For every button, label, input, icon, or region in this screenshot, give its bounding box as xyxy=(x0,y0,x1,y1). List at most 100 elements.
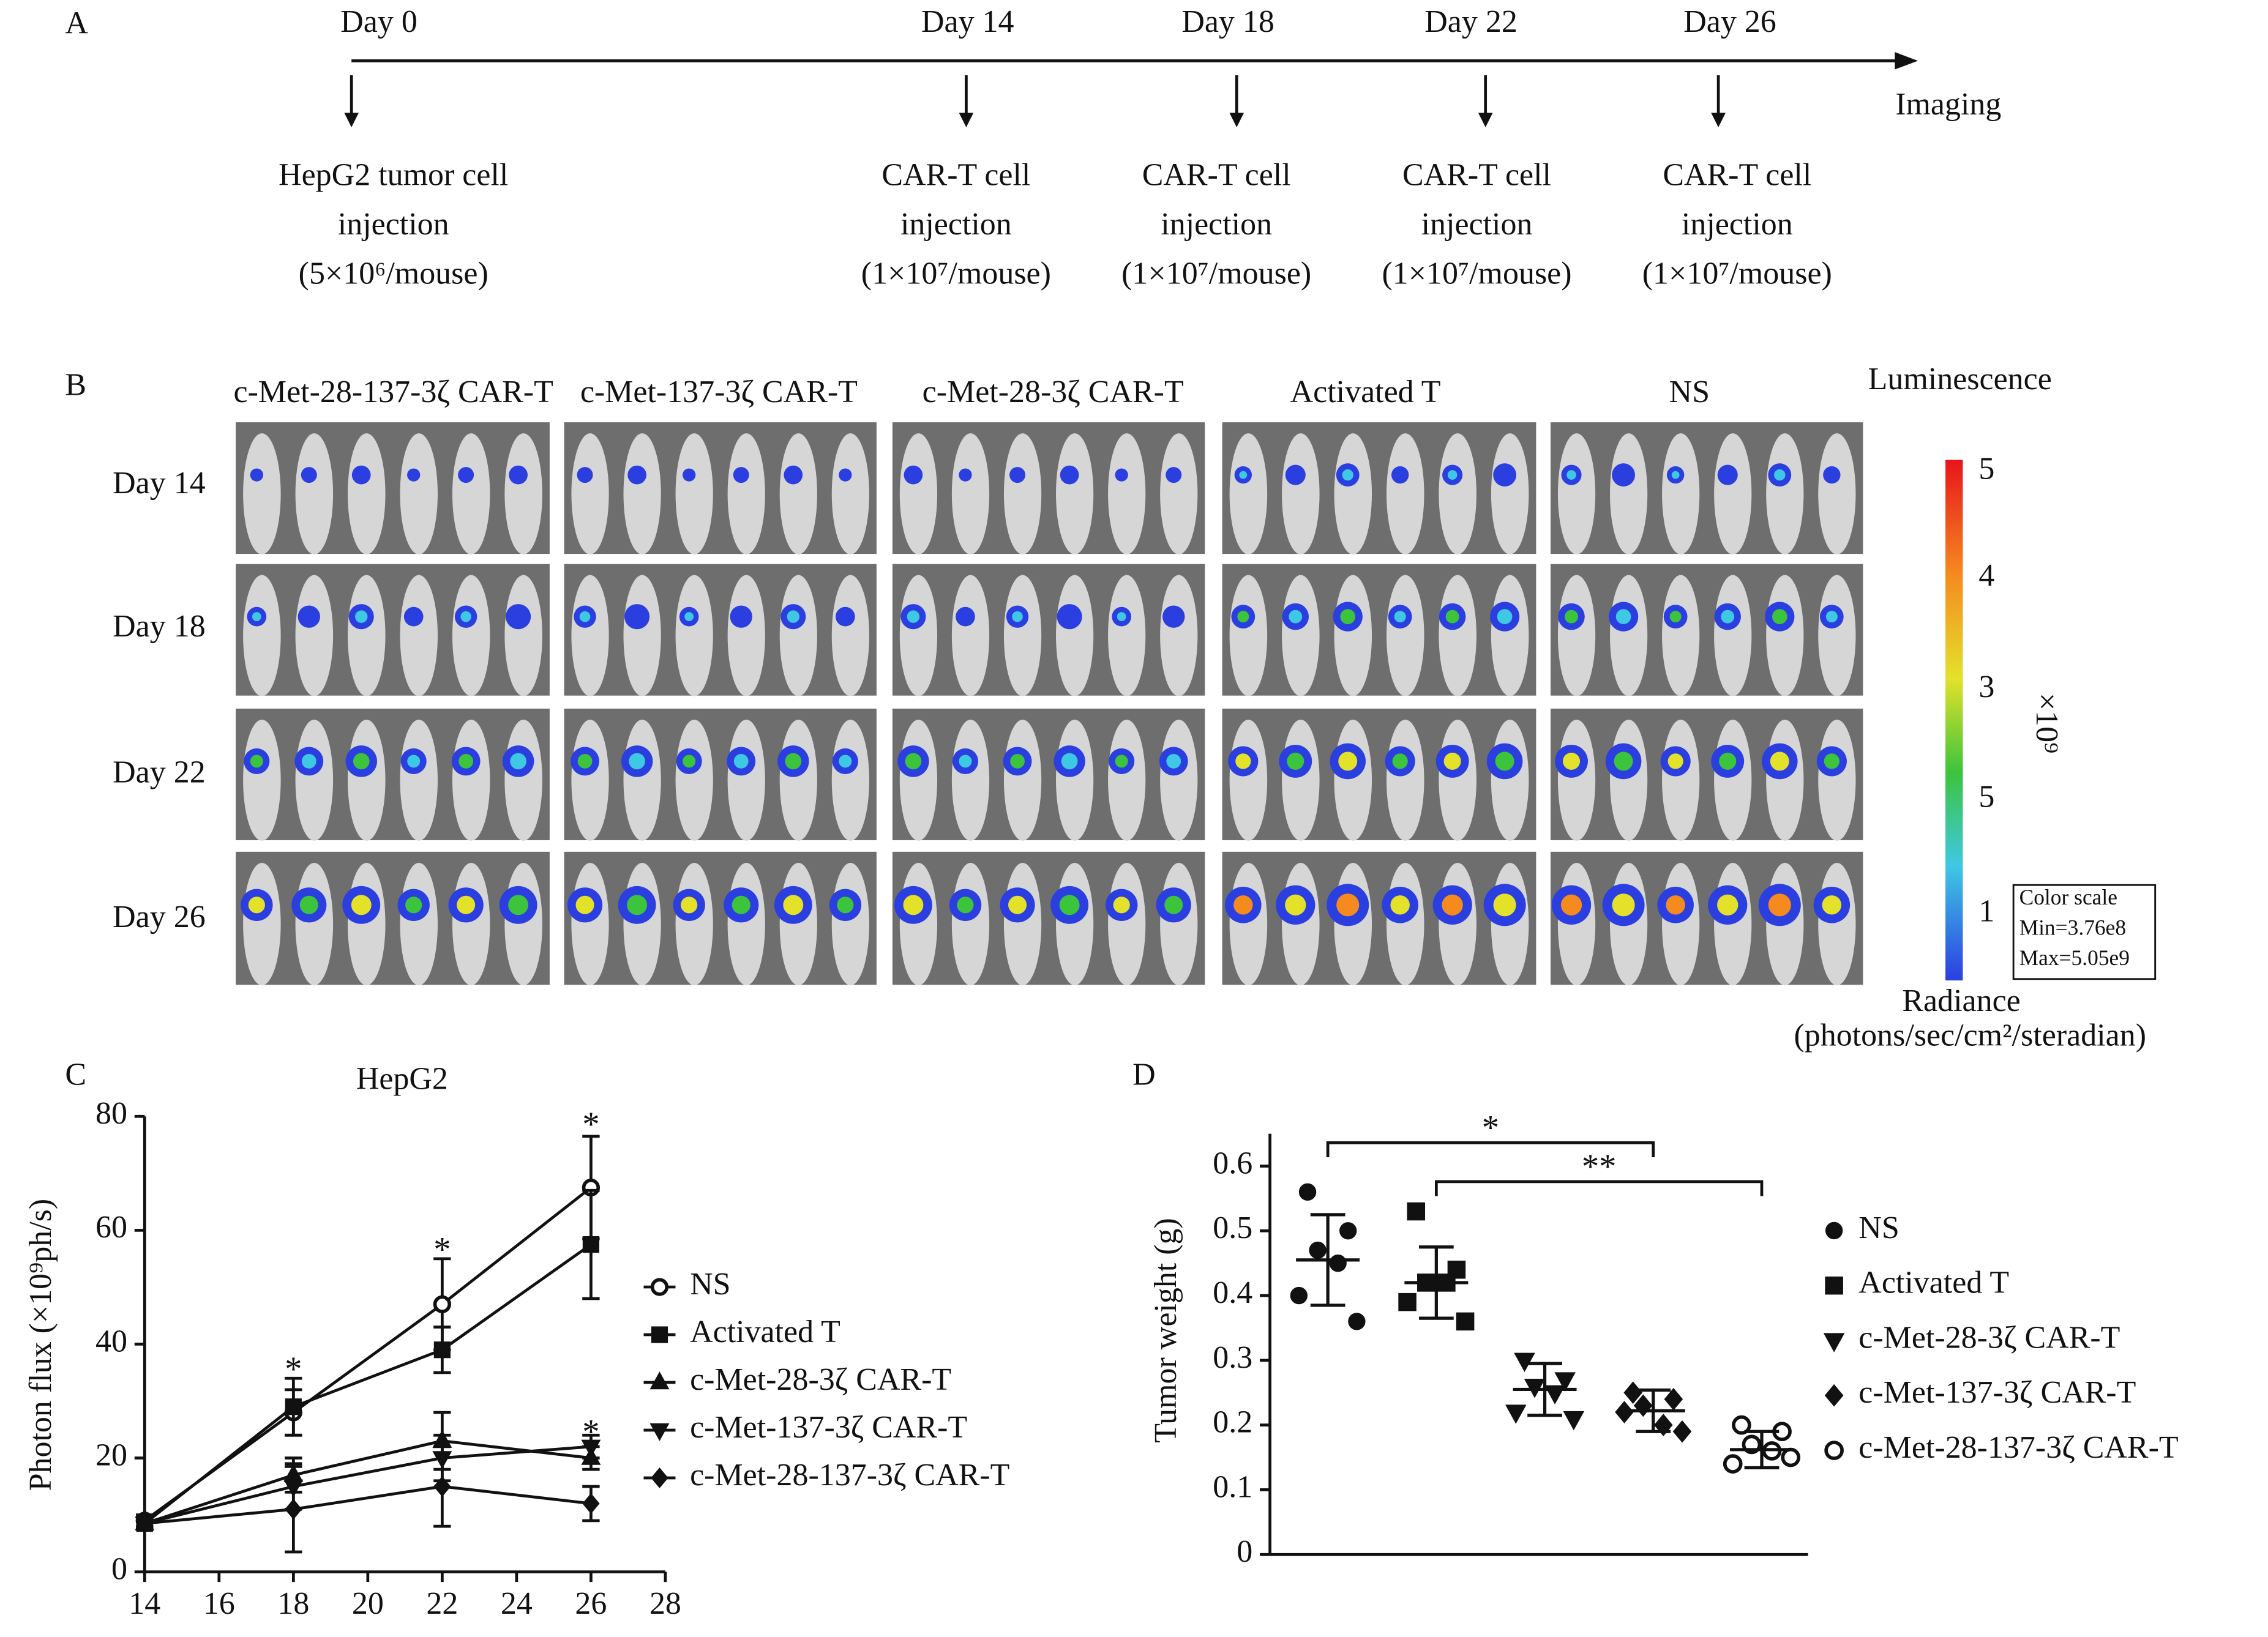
timeline-arrowhead xyxy=(1895,52,1918,70)
legend-label: Activated T xyxy=(1858,1266,2009,1300)
signal-core xyxy=(1565,610,1578,624)
day-label: Day 22 xyxy=(113,755,206,790)
image-background xyxy=(892,708,1205,840)
mouse-body xyxy=(1003,862,1042,985)
mouse-body xyxy=(1818,862,1856,985)
sd-bar xyxy=(1527,1362,1562,1417)
mouse-body xyxy=(243,575,281,696)
image-background xyxy=(564,564,877,696)
mouse-body xyxy=(1160,575,1198,696)
timeline-day: Day 14 xyxy=(921,4,1014,39)
signal-core xyxy=(409,612,419,622)
signal-core xyxy=(683,755,696,768)
signal-core xyxy=(254,472,260,478)
marker xyxy=(1672,1420,1692,1443)
y-tick-label: 0.1 xyxy=(1213,1469,1252,1504)
signal-core xyxy=(1825,611,1838,623)
mouse-image xyxy=(564,422,877,554)
image-background xyxy=(1222,851,1536,985)
signal-core xyxy=(353,753,370,770)
mouse-body xyxy=(1609,433,1648,554)
mouse-image xyxy=(1222,564,1536,696)
mouse-body xyxy=(779,433,817,554)
signal-core xyxy=(577,754,593,769)
mouse-image xyxy=(564,708,877,841)
legend-label: NS xyxy=(690,1267,730,1302)
signal-core xyxy=(355,610,368,623)
mouse-body xyxy=(1282,719,1320,841)
y-axis-label: Photon flux (×10⁹ph/s) xyxy=(23,1199,58,1491)
signal-core xyxy=(1822,895,1842,915)
mouse-image xyxy=(564,564,877,696)
marker xyxy=(285,1398,302,1415)
group-label: c-Met-28-137-3ζ CAR-T xyxy=(234,375,553,409)
timeline-day: Day 26 xyxy=(1683,4,1776,39)
mouse-body xyxy=(504,862,542,985)
signal-core xyxy=(1338,751,1358,771)
mouse-body xyxy=(571,862,609,985)
image-background xyxy=(892,422,1205,554)
signal-core xyxy=(1497,609,1513,624)
marker xyxy=(1824,1384,1844,1407)
mouse-body xyxy=(1055,862,1094,985)
mouse-body xyxy=(779,719,817,841)
y-tick-label: 80 xyxy=(95,1096,127,1131)
y-tick-label: 0 xyxy=(1237,1534,1252,1569)
series-line xyxy=(144,1445,591,1525)
marker xyxy=(1514,1352,1535,1373)
signal-core xyxy=(1560,894,1582,915)
signal-core xyxy=(1390,895,1410,915)
mouse-body xyxy=(1714,862,1752,985)
mouse-body xyxy=(295,862,334,985)
signal-core xyxy=(686,472,692,478)
mouse-body xyxy=(1491,433,1529,554)
image-background xyxy=(1551,564,1863,696)
signal-core xyxy=(457,895,476,914)
marker xyxy=(1825,1221,1843,1240)
mouse-body xyxy=(400,575,438,696)
signal-core xyxy=(735,611,747,622)
signal-core xyxy=(508,895,529,915)
mouse-body xyxy=(1557,433,1596,554)
signal-core xyxy=(458,754,474,769)
mouse-body xyxy=(1439,575,1476,696)
signal-core xyxy=(1669,611,1682,623)
mouse-body xyxy=(348,575,386,696)
mouse-body xyxy=(1386,575,1424,696)
timeline-event-label: (1×10⁷/mouse) xyxy=(1121,256,1311,291)
mouse-body xyxy=(1557,862,1596,985)
signal-core xyxy=(1340,609,1356,624)
signal-core xyxy=(1115,755,1128,768)
y-axis-label: Tumor weight (g) xyxy=(1148,1218,1183,1443)
mouse-body xyxy=(1766,433,1804,554)
legend-label: c-Met-28-3ζ CAR-T xyxy=(690,1362,951,1397)
signal-core xyxy=(1118,472,1125,478)
mouse-body xyxy=(831,862,869,985)
mouse-body xyxy=(1609,575,1648,696)
signal-core xyxy=(462,471,470,479)
image-background xyxy=(892,851,1205,985)
legend-label: Activated T xyxy=(690,1314,840,1349)
signal-core xyxy=(305,471,313,479)
mouse-image xyxy=(1551,708,1863,841)
mouse-body xyxy=(1160,862,1198,985)
sd-bar xyxy=(1636,1388,1671,1433)
mouse-body xyxy=(1282,433,1320,554)
y-tick-label: 60 xyxy=(95,1210,127,1245)
mouse-image xyxy=(892,851,1205,985)
mouse-body xyxy=(831,575,869,696)
mouse-body xyxy=(623,575,661,696)
signal-core xyxy=(1666,895,1685,915)
mouse-body xyxy=(348,433,386,554)
legend-label: c-Met-137-3ζ CAR-T xyxy=(1858,1375,2136,1410)
image-background xyxy=(1551,708,1863,840)
signal-core xyxy=(1168,611,1180,622)
signal-core xyxy=(1617,469,1630,481)
day-label: Day 26 xyxy=(113,900,206,934)
signal-core xyxy=(1612,893,1635,917)
timeline-end-label: Imaging xyxy=(1895,87,2001,122)
significance-bracket xyxy=(1326,1141,1655,1158)
signal-core xyxy=(960,612,970,622)
marker xyxy=(1664,1387,1683,1411)
mouse-body xyxy=(1282,862,1320,985)
